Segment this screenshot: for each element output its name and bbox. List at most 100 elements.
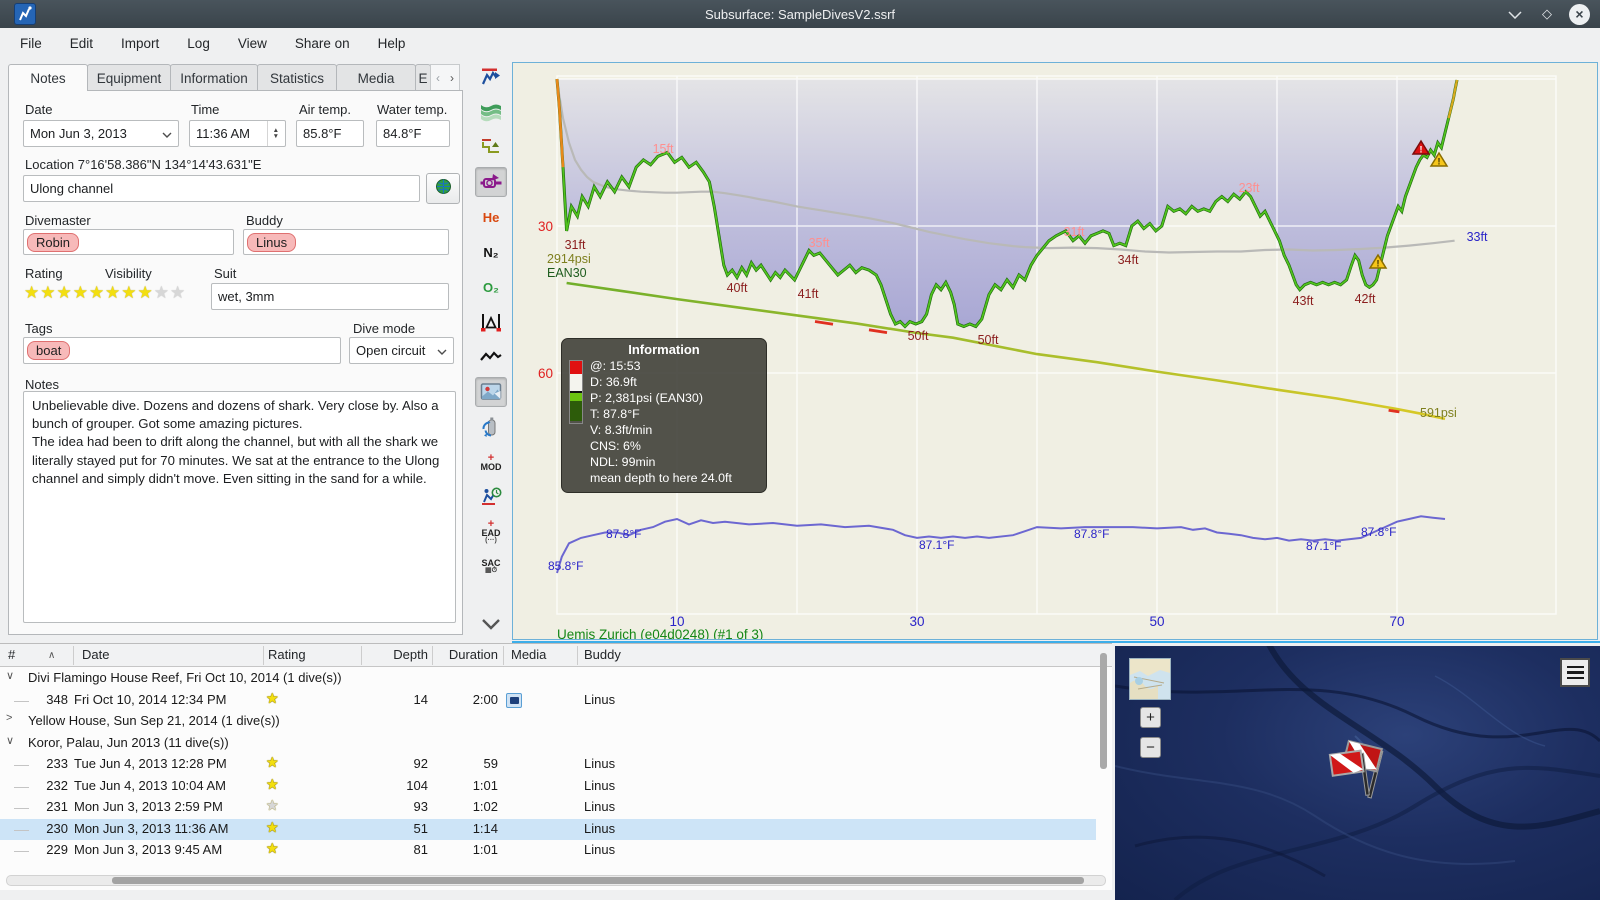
dive-row-348[interactable]: 348 Fri Oct 10, 2014 12:34 PM ★ ★ ★ ★ ★ 14 2… xyxy=(0,690,1096,712)
suit-input[interactable]: wet, 3mm xyxy=(211,283,449,310)
toggle-photos-icon[interactable] xyxy=(475,377,507,407)
rating-stars[interactable]: ★★★★★ xyxy=(24,283,106,302)
dive-row-232[interactable]: 232 Tue Jun 4, 2013 10:04 AM ★ ★ ★ ★ ★ 104 1… xyxy=(0,776,1096,798)
toggle-dc-reported-ceiling-icon[interactable] xyxy=(475,132,507,162)
tab-scroll-left-icon[interactable]: ‹ xyxy=(436,71,440,85)
collapse-arrow-icon[interactable]: ∨ xyxy=(6,670,15,682)
trip-label: Koror, Palau, Jun 2013 (11 dive(s)) xyxy=(28,734,229,750)
visibility-label: Visibility xyxy=(105,266,152,281)
visibility-stars[interactable]: ★★★★★ xyxy=(105,283,187,302)
depth-annotation: 31ft xyxy=(565,238,586,252)
warning-yellow-icon: ! xyxy=(1368,253,1388,269)
menu-import[interactable]: Import xyxy=(121,35,160,51)
info-legend-colorbar xyxy=(569,360,583,424)
divemaster-input[interactable]: Robin xyxy=(23,229,234,255)
temperature-label: 87.8°F xyxy=(606,527,641,541)
geolocation-button[interactable] xyxy=(426,173,460,204)
column-buddy[interactable]: Buddy xyxy=(584,647,621,662)
media-thumbnail-icon[interactable] xyxy=(506,692,522,708)
maximize-icon[interactable]: ◇ xyxy=(1542,6,1552,21)
column-media[interactable]: Media xyxy=(511,647,547,662)
column-number[interactable]: # xyxy=(8,647,16,662)
dive-site-map[interactable]: + − xyxy=(1115,646,1600,900)
close-icon[interactable]: × xyxy=(1569,3,1590,25)
menu-log[interactable]: Log xyxy=(187,35,210,51)
toggle-sac-rate[interactable]: SAC ▦⏱ xyxy=(481,558,501,575)
toggle-ead[interactable]: + EAD (···) xyxy=(481,517,501,544)
location-input[interactable]: Ulong channel xyxy=(23,175,420,202)
date-label: Date xyxy=(25,102,53,117)
tab-notes[interactable]: Notes xyxy=(8,64,88,91)
tag-boat[interactable]: boat xyxy=(27,341,71,360)
buddy-label: Buddy xyxy=(246,213,283,228)
ruler-icon[interactable] xyxy=(475,307,507,337)
map-zoom-out-button[interactable]: − xyxy=(1140,737,1161,758)
airtemp-field[interactable]: 85.8°F xyxy=(296,120,364,147)
divemaster-label: Divemaster xyxy=(25,213,91,228)
menu-view[interactable]: View xyxy=(237,35,267,51)
minimize-icon[interactable] xyxy=(1505,7,1525,22)
globe-icon xyxy=(435,178,452,200)
tab-statistics[interactable]: Statistics xyxy=(257,64,337,91)
toggle-mod[interactable]: + MOD xyxy=(480,451,502,472)
trip-row[interactable]: > Yellow House, Sun Sep 21, 2014 (1 dive… xyxy=(0,711,1096,733)
toggle-tank-bar-icon[interactable] xyxy=(475,412,507,442)
sort-ascending-icon[interactable]: ∧ xyxy=(48,650,56,661)
toggle-pO2-graph[interactable]: O₂ xyxy=(483,279,499,295)
toolbar-scroll-down-icon[interactable] xyxy=(475,610,507,640)
dive-list-horizontal-scrollbar[interactable] xyxy=(6,875,1106,886)
column-depth[interactable]: Depth xyxy=(393,647,428,662)
column-duration[interactable]: Duration xyxy=(448,647,498,662)
toggle-ceiling-icon[interactable] xyxy=(475,97,507,127)
column-rating[interactable]: Rating xyxy=(268,647,306,662)
trip-row[interactable]: ∨ Divi Flamingo House Reef, Fri Oct 10, … xyxy=(0,668,1096,690)
date-combobox[interactable]: Mon Jun 3, 2013 xyxy=(23,120,179,147)
dive-row-233[interactable]: 233 Tue Jun 4, 2013 12:28 PM ★ ★ ★ ★ ★ 92 59… xyxy=(0,754,1096,776)
menu-file[interactable]: File xyxy=(20,35,42,51)
tab-e[interactable]: E xyxy=(415,64,431,91)
notes-textarea[interactable]: Unbelievable dive. Dozens and dozens of … xyxy=(23,391,456,623)
toggle-pN2-graph[interactable]: N₂ xyxy=(483,244,499,260)
time-spinner[interactable]: 11:36 AM ▲ ▼ xyxy=(189,120,286,147)
menu-help[interactable]: Help xyxy=(377,35,406,51)
toggle-dive-computer-profile-icon[interactable] xyxy=(475,62,507,92)
buddy-tag[interactable]: Linus xyxy=(247,232,297,252)
dive-list-header[interactable]: # ∧ Date Rating Depth Duration Media Bud… xyxy=(0,644,1112,667)
dive-profile-chart[interactable]: 15ft 31ft 40ft 41ft 35ft 50ft 50ft 31ft 34ft 23ft… xyxy=(512,62,1598,642)
dive-depth: 14 xyxy=(413,691,428,707)
buddy-input[interactable]: Linus xyxy=(243,229,449,255)
toggle-pHe-graph[interactable]: He xyxy=(482,209,500,225)
dive-row-230[interactable]: 230 Mon Jun 3, 2013 11:36 AM ★ ★ ★ ★ ★ 51 1:… xyxy=(0,818,1096,840)
dive-buddy: Linus xyxy=(584,842,616,857)
toggle-heart-rate-icon[interactable] xyxy=(475,342,507,372)
watertemp-field[interactable]: 84.8°F xyxy=(376,120,450,147)
tags-input[interactable]: boat xyxy=(23,337,341,364)
dive-row-229[interactable]: 229 Mon Jun 3, 2013 9:45 AM ★ ★ ★ ★ ★ 81 1:0… xyxy=(0,840,1096,862)
dive-list-vertical-scrollbar[interactable] xyxy=(1100,653,1107,769)
collapse-arrow-icon[interactable]: ∨ xyxy=(6,734,15,747)
menu-share-on[interactable]: Share on xyxy=(294,35,350,51)
tab-equipment[interactable]: Equipment xyxy=(87,64,171,91)
dive-row-231[interactable]: 231 Mon Jun 3, 2013 2:59 PM ★ ★ ★ ★ ★ 93 1:0… xyxy=(0,797,1096,819)
divemode-select[interactable]: Open circuit xyxy=(349,337,454,364)
menu-edit[interactable]: Edit xyxy=(69,35,94,51)
divemaster-tag[interactable]: Robin xyxy=(27,232,79,252)
trip-row[interactable]: ∨ Koror, Palau, Jun 2013 (11 dive(s)) xyxy=(0,733,1096,755)
dive-duration: 2:00 xyxy=(472,691,498,707)
spinner-arrows-icon[interactable]: ▲ ▼ xyxy=(266,121,279,146)
expand-arrow-icon[interactable]: > xyxy=(6,712,13,724)
toggle-ndl-tts-icon[interactable] xyxy=(475,482,507,512)
map-menu-button[interactable] xyxy=(1560,658,1590,687)
tab-information[interactable]: Information xyxy=(170,64,258,91)
temperature-label: 85.8°F xyxy=(548,559,583,573)
pressure-warning-segment xyxy=(868,328,888,334)
titlebar[interactable]: Subsurface: SampleDivesV2.ssrf ◇ × xyxy=(0,0,1600,28)
map-zoom-in-button[interactable]: + xyxy=(1140,707,1161,728)
map-overview-thumbnail[interactable] xyxy=(1129,658,1171,700)
tab-scroll-right-icon[interactable]: › xyxy=(450,71,454,85)
column-date[interactable]: Date xyxy=(82,647,110,662)
toggle-calculated-ceiling-icon[interactable] xyxy=(475,167,507,197)
dive-computer-label: Uemis Zurich (e04d0248) (#1 of 3) xyxy=(557,627,763,639)
scrollbar-thumb[interactable] xyxy=(112,877,1084,884)
tab-media[interactable]: Media xyxy=(336,64,416,91)
